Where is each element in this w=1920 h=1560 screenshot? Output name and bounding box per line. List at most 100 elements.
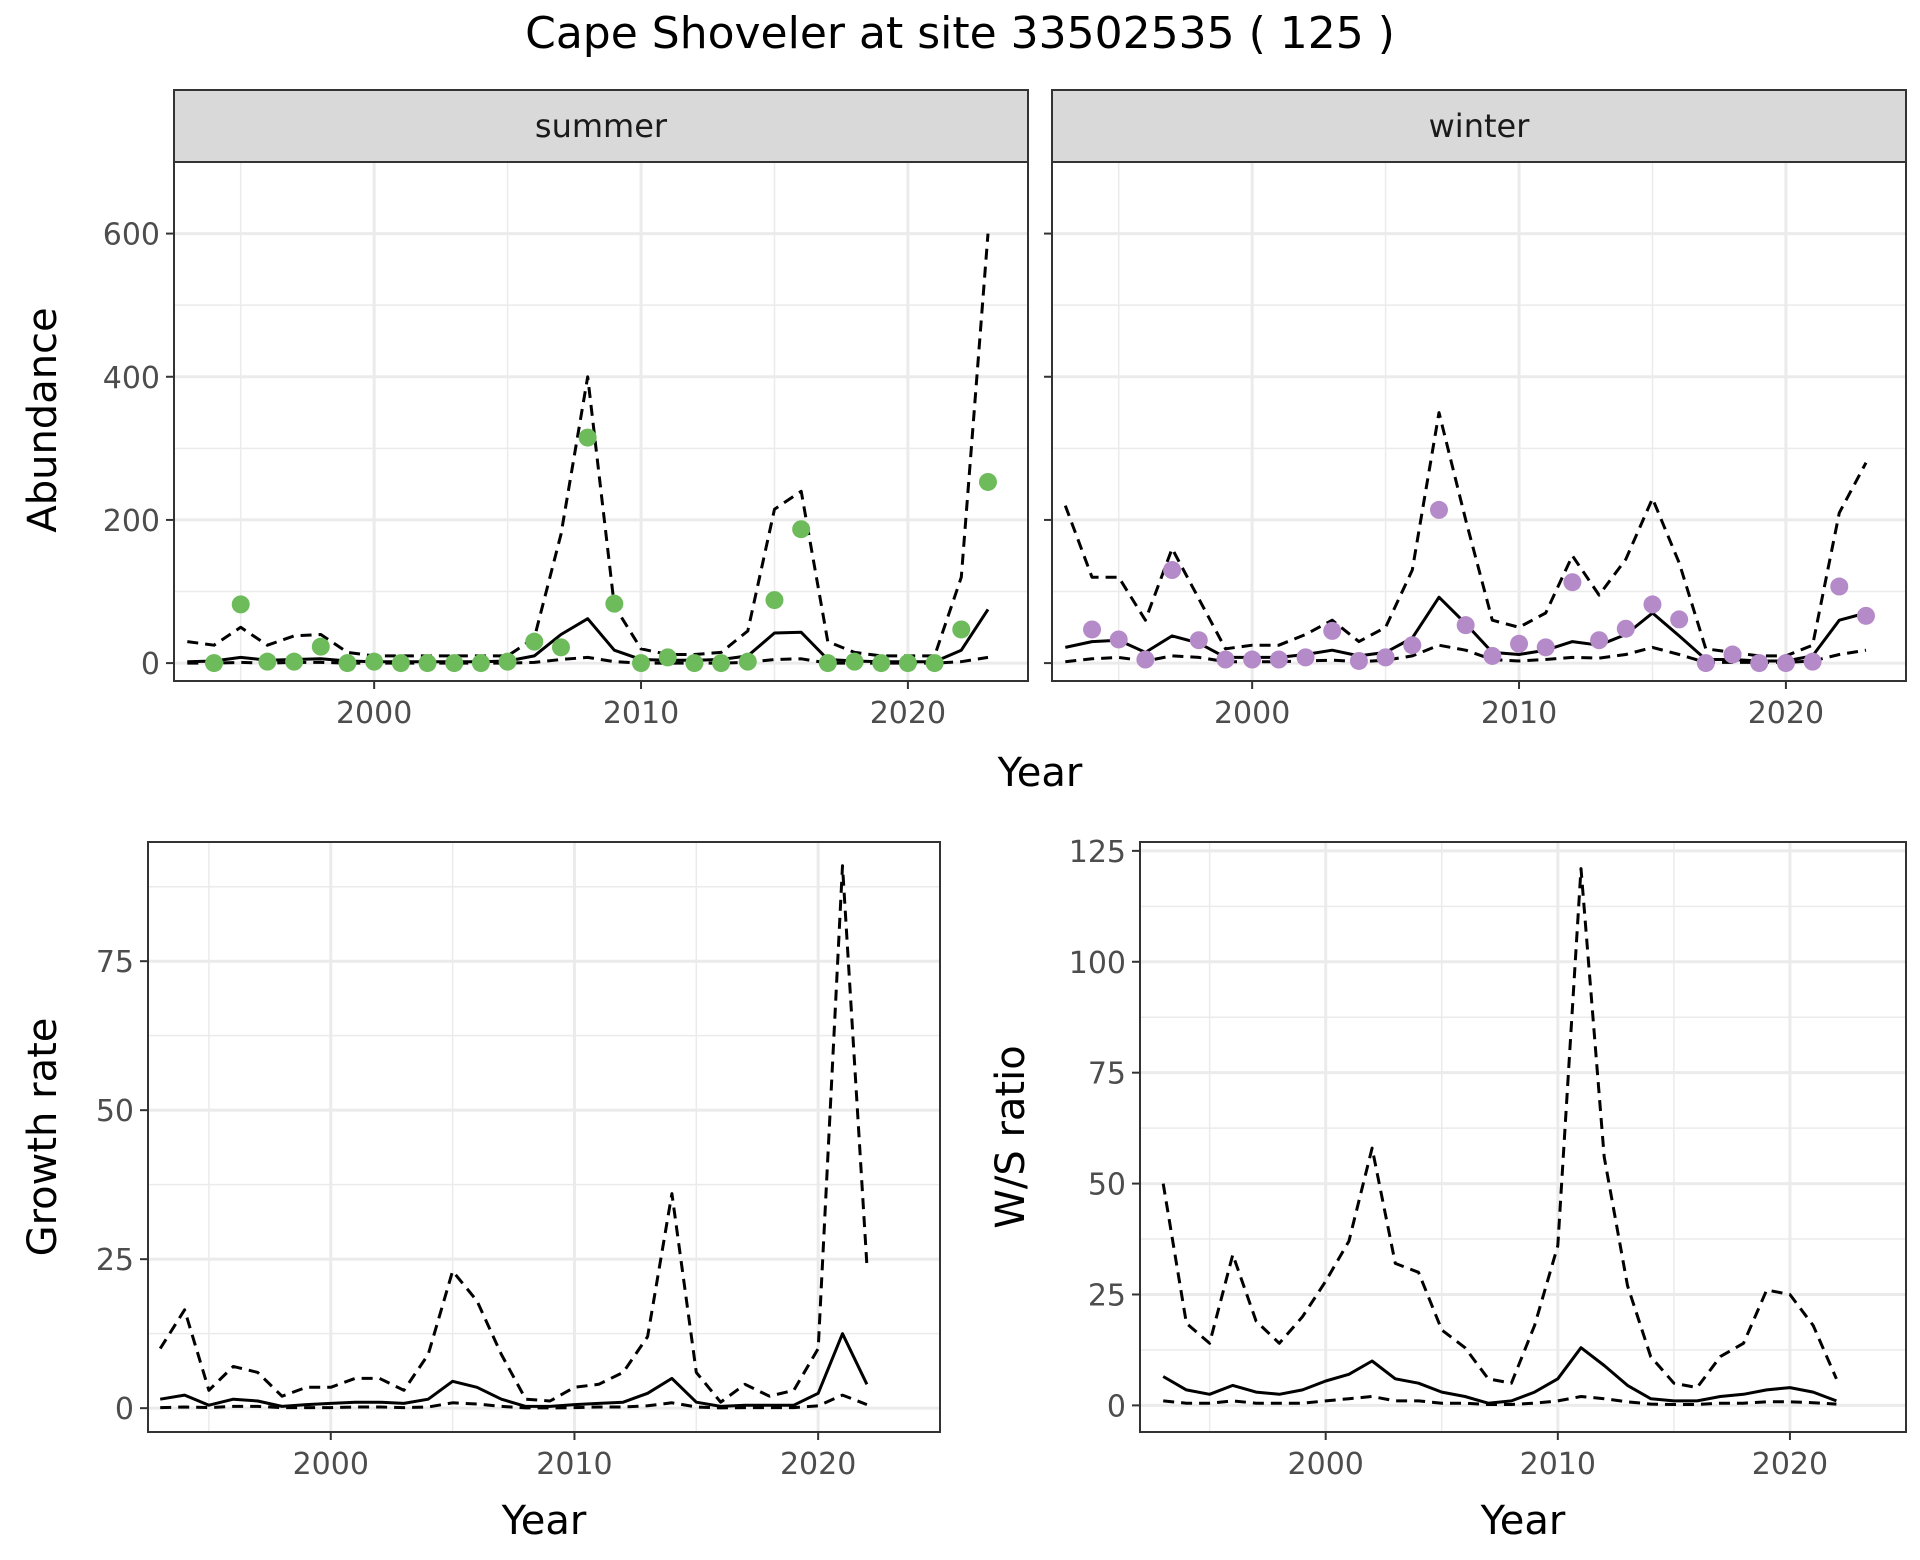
winter-data-point: [1083, 620, 1102, 639]
panel-summer: summer 2000 2010 2020 0 200 400 600 Abundance: [20, 89, 1029, 731]
summer-data-point: [551, 638, 570, 657]
x-tick-label: 2020: [780, 1447, 856, 1482]
growth-x-axis-title: Year: [501, 1498, 587, 1544]
summer-series-upper-line: [187, 233, 990, 658]
x-tick-label: 2000: [336, 696, 412, 731]
growth-series-estimate-line: [159, 1332, 869, 1408]
x-tick-label: 2000: [1288, 1447, 1364, 1482]
y-tick-label: 100: [1069, 946, 1126, 981]
ws-series-estimate-line: [1162, 1346, 1837, 1405]
summer-data-point: [792, 520, 811, 539]
winter-data-point: [1776, 654, 1795, 673]
winter-facet-strip: [1051, 89, 1907, 163]
ws-panel-border: [1139, 841, 1907, 1433]
winter-data-point: [1323, 621, 1342, 640]
top-row-xlabel: Year: [997, 750, 1083, 796]
winter-data-point: [1723, 645, 1742, 664]
winter-data-point: [1163, 561, 1182, 580]
summer-data-point: [898, 654, 917, 673]
x-tick-label: 2020: [1748, 696, 1824, 731]
y-tick-label: 50: [96, 1094, 134, 1129]
summer-data-point: [872, 654, 891, 673]
y-tick-label: 50: [1088, 1168, 1126, 1203]
ws-y-axis-title: W/S ratio: [988, 1045, 1034, 1228]
summer-data-point: [818, 654, 837, 673]
y-tick-label: 200: [103, 504, 160, 539]
x-tick-label: 2010: [1481, 696, 1557, 731]
summer-data-point: [391, 654, 410, 673]
summer-data-point: [978, 472, 997, 491]
winter-data-point: [1403, 636, 1422, 655]
x-tick-label: 2010: [536, 1447, 612, 1482]
winter-data-point: [1243, 650, 1262, 669]
summer-data-point: [845, 652, 864, 671]
y-tick-label: 0: [141, 647, 160, 682]
winter-data-point: [1510, 634, 1529, 653]
panel-winter: winter 2000 2010 2020: [1044, 89, 1907, 731]
winter-data-point: [1856, 606, 1875, 625]
x-tick-label: 2020: [870, 696, 946, 731]
ws-series-upper-line: [1161, 867, 1838, 1390]
summer-data-point: [258, 652, 277, 671]
summer-data-point: [338, 654, 357, 673]
y-tick-label: 25: [96, 1243, 134, 1278]
winter-data-point: [1456, 616, 1475, 635]
winter-data-point: [1296, 648, 1315, 667]
winter-data-point: [1670, 610, 1689, 629]
y-tick-label: 75: [96, 945, 134, 980]
x-tick-label: 2010: [1520, 1447, 1596, 1482]
winter-data-point: [1590, 631, 1609, 650]
summer-data-point: [231, 595, 250, 614]
summer-data-point: [471, 654, 490, 673]
y-tick-label: 0: [115, 1392, 134, 1427]
panel-growth: 2000 2010 2020 0 25 50 75 Growth rate Year: [20, 841, 941, 1544]
winter-data-point: [1483, 646, 1502, 665]
winter-data-point: [1136, 650, 1155, 669]
summer-data-point: [578, 428, 597, 447]
summer-data-point: [525, 632, 544, 651]
y-tick-label: 25: [1088, 1278, 1126, 1313]
growth-y-axis-title: Growth rate: [20, 1018, 66, 1257]
y-tick-label: 600: [103, 218, 160, 253]
summer-data-point: [925, 654, 944, 673]
winter-data-point: [1563, 573, 1582, 592]
winter-data-point: [1616, 619, 1635, 638]
winter-data-point: [1696, 654, 1715, 673]
summer-data-point: [205, 654, 224, 673]
summer-y-axis-title: Abundance: [20, 307, 66, 532]
ws-series-lower-line: [1163, 1395, 1837, 1406]
summer-data-point: [712, 654, 731, 673]
winter-data-point: [1269, 650, 1288, 669]
x-tick-label: 2000: [293, 1447, 369, 1482]
summer-data-point: [952, 620, 971, 639]
growth-series-upper-line: [158, 864, 869, 1404]
winter-data-point: [1216, 650, 1235, 669]
winter-data-point: [1643, 595, 1662, 614]
winter-data-point: [1750, 654, 1769, 673]
winter-data-point: [1109, 630, 1128, 649]
summer-panel-border: [173, 161, 1029, 682]
winter-data-point: [1536, 638, 1555, 657]
summer-data-point: [738, 652, 757, 671]
summer-data-point: [285, 652, 304, 671]
winter-data-point: [1376, 648, 1395, 667]
ws-x-axis-title: Year: [1480, 1498, 1566, 1544]
winter-data-point: [1349, 651, 1368, 670]
summer-data-point: [605, 594, 624, 613]
summer-data-point: [658, 648, 677, 667]
y-tick-label: 125: [1069, 835, 1126, 870]
winter-data-point: [1189, 631, 1208, 650]
summer-facet-label: summer: [535, 107, 668, 145]
growth-series-lower-line: [160, 1393, 868, 1410]
x-tick-label: 2000: [1214, 696, 1290, 731]
winter-panel-border: [1051, 161, 1907, 682]
panel-ws: 2000 2010 2020 0 25 50 75 100 125 W/S ratio Year: [988, 835, 1907, 1544]
summer-data-point: [418, 654, 437, 673]
summer-data-point: [445, 654, 464, 673]
y-tick-label: 400: [103, 361, 160, 396]
x-tick-label: 2020: [1752, 1447, 1828, 1482]
figure-title: Cape Shoveler at site 33502535 ( 125 ): [525, 8, 1395, 59]
winter-facet-label: winter: [1429, 107, 1531, 145]
y-tick-label: 75: [1088, 1057, 1126, 1092]
